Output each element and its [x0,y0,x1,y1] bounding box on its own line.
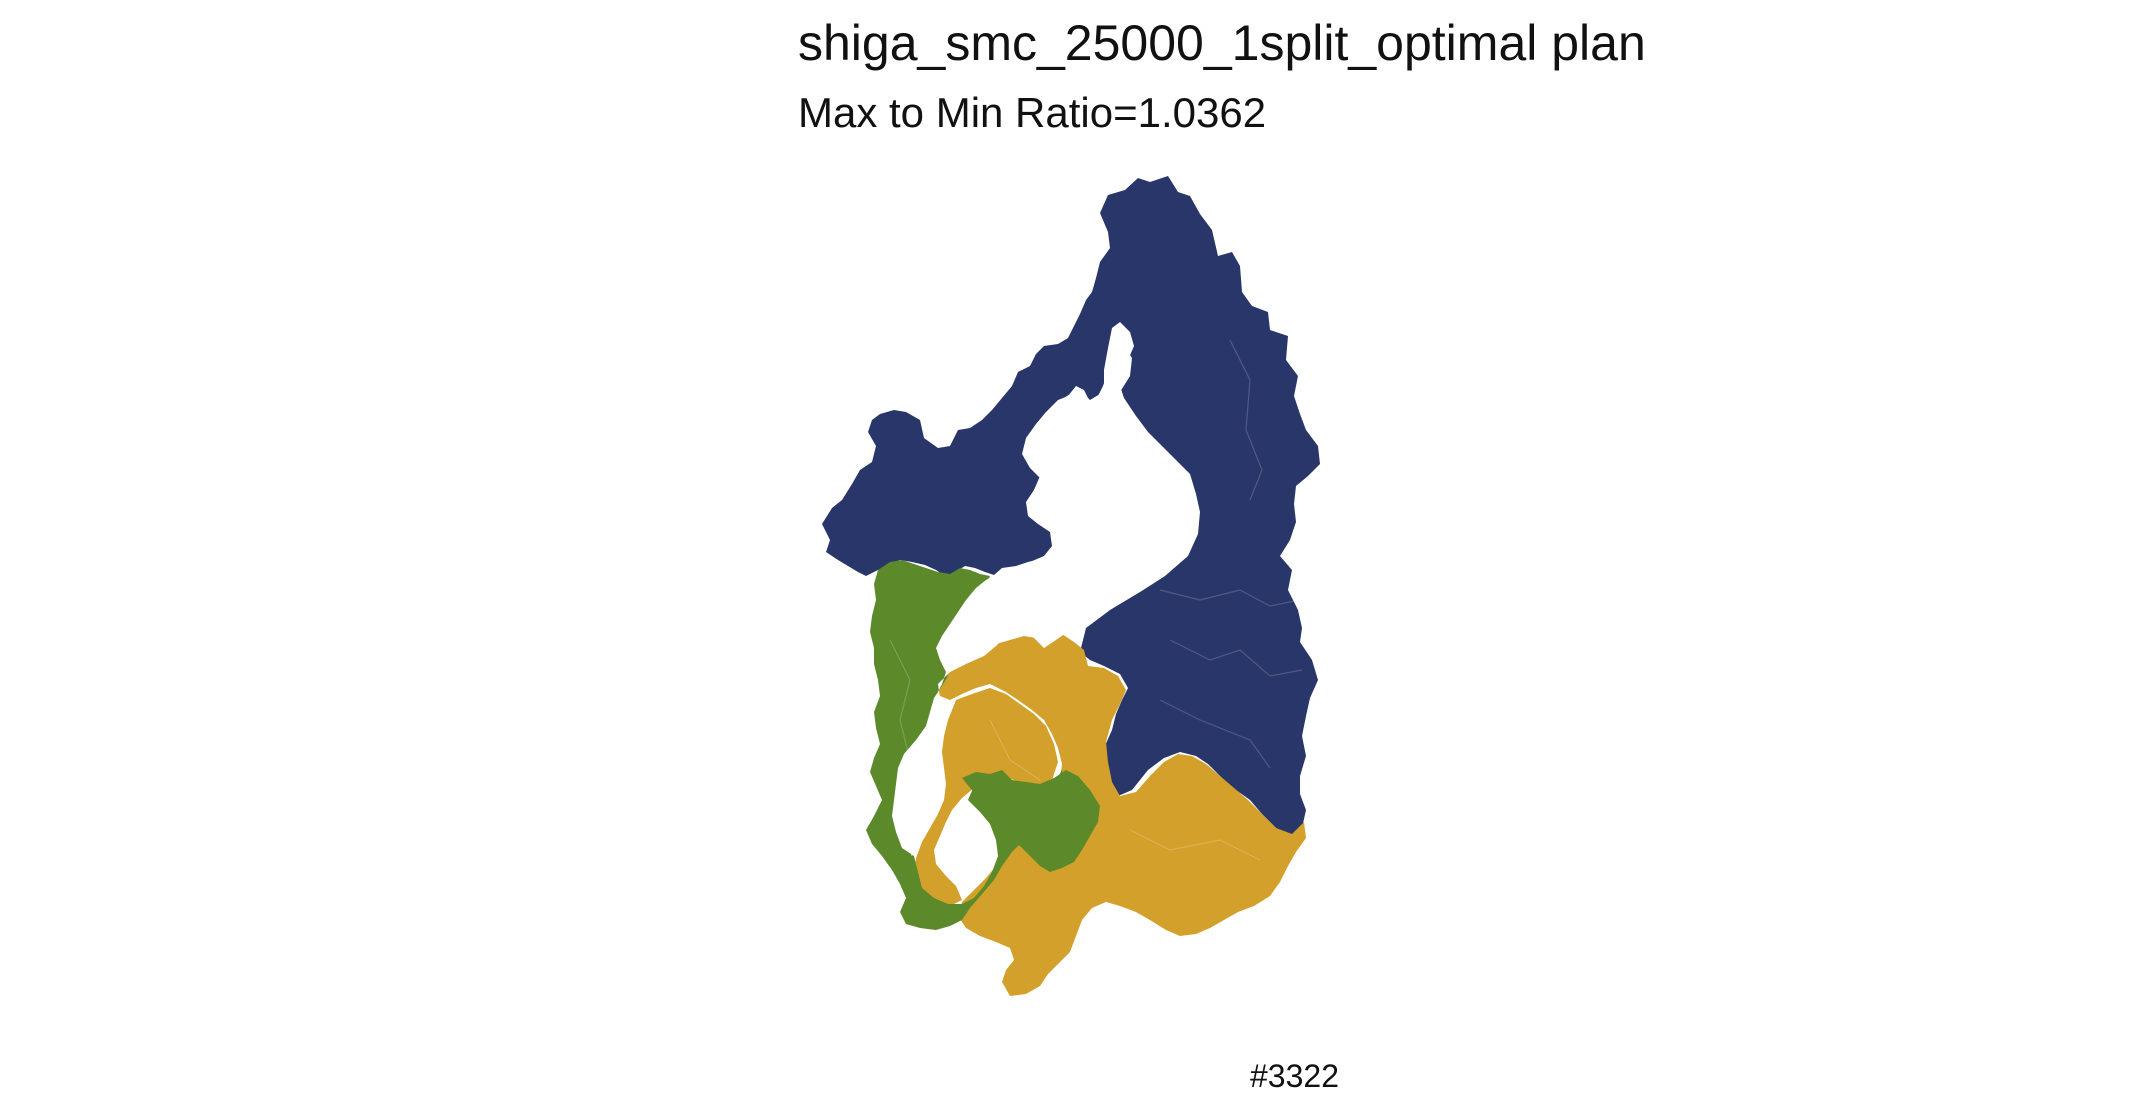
municipal-boundary-5 [1129,829,1261,861]
district-3-region-west [914,688,1058,906]
lake-biwa [898,346,1196,856]
municipal-boundary-6 [989,719,1041,781]
municipal-boundary-1 [1229,339,1263,501]
municipal-boundary-3 [1169,639,1303,677]
district-2-region-south [962,770,1100,872]
district-1-region [822,176,1320,838]
municipal-boundary-7 [889,639,911,761]
plan-id-label: #3322 [1250,1058,1339,1094]
municipal-boundary-4 [1159,699,1271,769]
district-3-region [928,632,1306,996]
municipal-boundary-2 [1159,589,1301,607]
map-title: shiga_smc_25000_1split_optimal plan [798,15,1646,71]
map-subtitle: Max to Min Ratio=1.0362 [798,89,1267,136]
